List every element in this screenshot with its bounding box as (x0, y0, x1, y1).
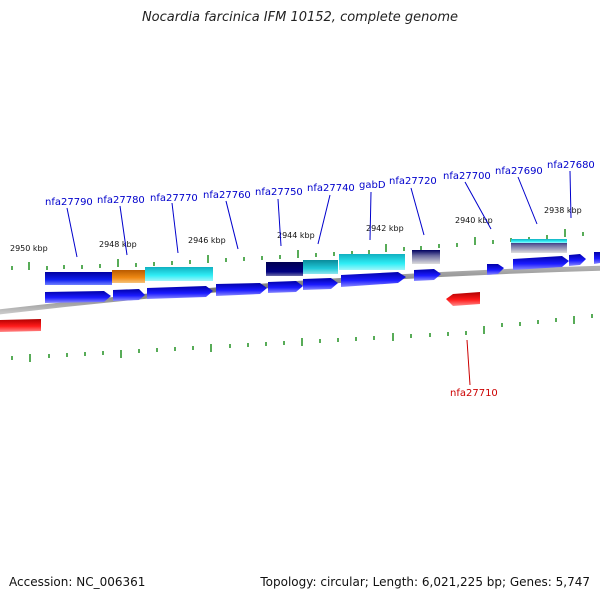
forward-gene-arrow (341, 272, 406, 287)
outer-scale-ticks (11, 229, 584, 270)
feature-bar (511, 239, 567, 243)
scale-label: 2950 kbp (10, 244, 48, 253)
forward-gene-arrow (569, 254, 586, 266)
scale-labels: 2950 kbp 2948 kbp 2946 kbp 2944 kbp 2942… (10, 206, 582, 253)
forward-gene-arrow (414, 269, 441, 281)
gene-label: gabD (359, 180, 386, 191)
feature-bar (339, 254, 405, 270)
forward-gene-arrow (303, 278, 338, 290)
feature-bar (145, 267, 213, 281)
forward-gene-labels: nfa27790 nfa27780 nfa27770 nfa27760 nfa2… (45, 160, 595, 208)
feature-bar (511, 240, 567, 253)
gene-label: nfa27680 (547, 160, 595, 171)
forward-genes (45, 252, 600, 303)
accession-text: Accession: NC_006361 (9, 575, 146, 589)
gene-label: nfa27750 (255, 187, 303, 198)
gene-label: nfa27790 (45, 197, 93, 208)
inner-scale-ticks (11, 314, 593, 362)
feature-bar (303, 260, 338, 274)
reverse-gene-arrow (0, 319, 41, 332)
forward-gene-arrow (113, 289, 145, 301)
genome-backbone (0, 265, 600, 315)
genome-summary-text: Topology: circular; Length: 6,021,225 bp… (260, 575, 590, 589)
gene-label: nfa27720 (389, 176, 437, 187)
reverse-genes (0, 292, 480, 332)
forward-gene-arrow (487, 264, 504, 275)
scale-label: 2948 kbp (99, 240, 137, 249)
gene-label: nfa27710 (450, 388, 498, 399)
gene-label: nfa27760 (203, 190, 251, 201)
reverse-gene-labels: nfa27710 (450, 388, 498, 399)
scale-label: 2942 kbp (366, 224, 404, 233)
feature-bar (45, 272, 112, 285)
scale-label: 2946 kbp (188, 236, 226, 245)
scale-label: 2944 kbp (277, 231, 315, 240)
forward-gene-arrow (513, 256, 569, 270)
forward-label-leaders (66, 170, 572, 258)
feature-bar (412, 250, 440, 264)
gene-label: nfa27770 (150, 193, 198, 204)
forward-gene-arrow (216, 283, 267, 296)
gene-label: nfa27700 (443, 171, 491, 182)
forward-gene-arrow (147, 286, 213, 299)
forward-gene-arrow (594, 252, 600, 264)
reverse-label-leader (466, 339, 471, 386)
forward-gene-arrow (45, 291, 111, 303)
feature-bar (266, 262, 303, 276)
gene-label: nfa27780 (97, 195, 145, 206)
scale-label: 2940 kbp (455, 216, 493, 225)
feature-track (45, 239, 567, 285)
forward-gene-arrow (268, 281, 303, 293)
feature-bar (112, 270, 145, 283)
reverse-gene-arrow (446, 292, 480, 306)
gene-label: nfa27690 (495, 166, 543, 177)
map-title: Nocardia farcinica IFM 10152, complete g… (141, 10, 459, 25)
scale-label: 2938 kbp (544, 206, 582, 215)
gene-label: nfa27740 (307, 183, 355, 194)
